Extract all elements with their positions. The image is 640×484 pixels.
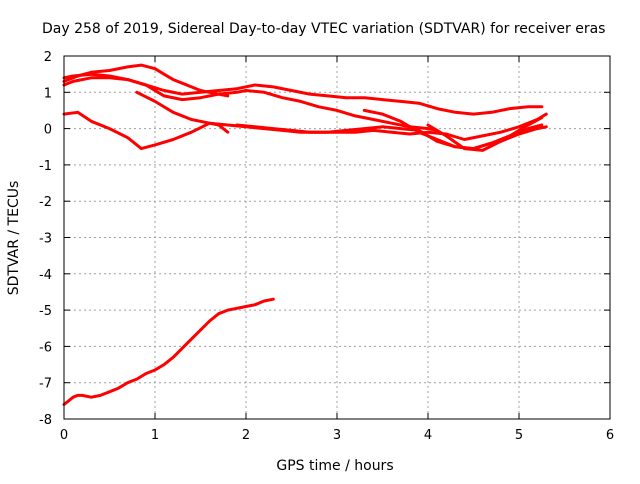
y-tick-label: -2 <box>39 195 52 210</box>
y-tick-label: -1 <box>39 159 52 174</box>
series-track-5 <box>135 90 548 141</box>
x-tick-label: 0 <box>60 428 68 443</box>
y-tick-label: -8 <box>39 413 52 428</box>
chart-title: Day 258 of 2019, Sidereal Day-to-day VTE… <box>42 21 605 37</box>
grid-layer <box>64 56 610 419</box>
x-axis-title: GPS time / hours <box>276 458 393 474</box>
y-tick-label: 2 <box>44 50 52 65</box>
y-tick-label: -6 <box>39 340 52 355</box>
series-layer <box>62 63 548 406</box>
y-tick-label: -4 <box>39 268 52 283</box>
x-tick-label: 4 <box>424 428 432 443</box>
x-tick-label: 1 <box>151 428 159 443</box>
x-tick-label: 5 <box>515 428 523 443</box>
y-axis-title: SDTVAR / TECUs <box>6 181 22 296</box>
tick-layer: 0 1 2 3 4 5 6 2 1 0 -1 -2 -3 -4 -5 -6 -7 -8 <box>39 50 614 443</box>
y-tick-label: -7 <box>39 377 52 392</box>
y-tick-label: 0 <box>44 123 52 138</box>
y-tick-label: -3 <box>39 232 52 247</box>
series-track-9 <box>62 297 275 406</box>
x-tick-label: 2 <box>242 428 250 443</box>
series-track-3 <box>62 76 439 132</box>
series-track-8 <box>426 123 548 152</box>
x-tick-label: 6 <box>606 428 614 443</box>
y-tick-label: 1 <box>44 86 52 101</box>
y-tick-label: -5 <box>39 304 52 319</box>
series-track-7 <box>362 108 544 151</box>
x-tick-label: 3 <box>333 428 341 443</box>
